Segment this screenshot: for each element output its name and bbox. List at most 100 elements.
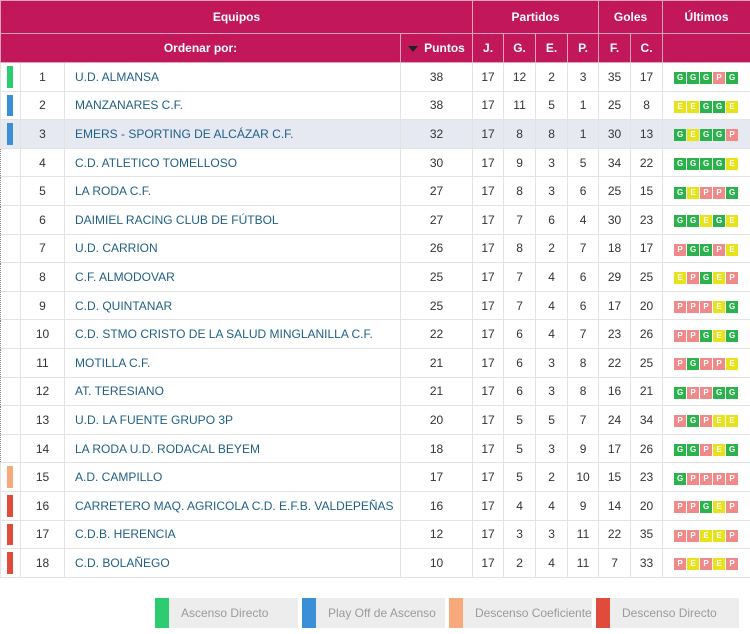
sort-puntos[interactable]: Puntos [399, 33, 474, 63]
header-e[interactable]: E. [535, 33, 569, 63]
team-row: 9 C.D. QUINTANAR 25 17 7 4 6 17 20 P P P E G [0, 290, 750, 321]
result-badge: G [674, 72, 687, 85]
header-f[interactable]: F. [598, 33, 632, 63]
stat-e: 4 [535, 548, 569, 578]
header-puntos[interactable]: Puntos [424, 41, 465, 55]
result-badge: E [713, 329, 726, 342]
stat-p: 8 [567, 376, 600, 407]
result-badge: G [687, 358, 700, 371]
stat-pts: 12 [399, 519, 474, 550]
team-name[interactable]: LA RODA C.F. [64, 176, 401, 206]
stat-f: 29 [598, 262, 632, 292]
team-name[interactable]: U.D. LA FUENTE GRUPO 3P [64, 405, 401, 435]
result-badge: G [674, 386, 687, 399]
legend-label: Descenso Directo [622, 606, 717, 620]
result-badge: G [674, 186, 687, 199]
result-badge: E [700, 529, 713, 542]
stat-pts: 21 [399, 376, 474, 407]
position: 17 [20, 519, 65, 550]
stat-e: 4 [535, 490, 569, 521]
team-name[interactable]: C.F. ALMODOVAR [64, 262, 401, 292]
team-name[interactable]: C.D. QUINTANAR [64, 290, 401, 321]
position: 2 [20, 90, 65, 121]
stat-pts: 10 [399, 548, 474, 578]
stat-j: 17 [472, 90, 505, 121]
team-name[interactable]: DAIMIEL RACING CLUB DE FÚTBOL [64, 204, 401, 235]
result-badge: P [713, 358, 726, 371]
team-name[interactable]: C.D. STMO CRISTO DE LA SALUD MINGLANILLA… [64, 319, 401, 349]
stat-j: 17 [472, 319, 505, 349]
result-badge: P [726, 272, 739, 285]
position: 9 [20, 290, 65, 321]
position: 8 [20, 262, 65, 292]
header-p[interactable]: P. [567, 33, 600, 63]
team-row: 17 C.D.B. HERENCIA 12 17 3 3 11 22 35 P P E E P [0, 519, 750, 550]
result-badge: G [713, 158, 726, 171]
result-badge: E [726, 158, 739, 171]
result-badge: G [726, 444, 739, 457]
result-badge: E [713, 272, 726, 285]
stat-p: 1 [567, 90, 600, 121]
result-badge: P [700, 444, 713, 457]
result-badge: G [687, 215, 700, 228]
stat-f: 24 [598, 405, 632, 435]
stat-p: 6 [567, 290, 600, 321]
result-badge: G [700, 501, 713, 514]
result-badge: G [700, 158, 713, 171]
zone-cell [0, 204, 21, 235]
result-badge: G [726, 329, 739, 342]
team-name[interactable]: CARRETERO MAQ. AGRICOLA C.D. E.F.B. VALD… [64, 490, 401, 521]
team-name[interactable]: C.D. ATLETICO TOMELLOSO [64, 147, 401, 178]
stat-c: 34 [630, 405, 664, 435]
stat-c: 20 [630, 290, 664, 321]
team-name[interactable]: U.D. ALMANSA [64, 62, 401, 92]
stat-f: 23 [598, 319, 632, 349]
header-g[interactable]: G. [503, 33, 537, 63]
legend-item: Descenso Coeficiente [449, 598, 592, 628]
stat-pts: 16 [399, 490, 474, 521]
stat-p: 7 [567, 233, 600, 264]
header-c[interactable]: C. [630, 33, 664, 63]
result-badge: G [674, 215, 687, 228]
result-badge: E [687, 129, 700, 142]
stat-j: 17 [472, 176, 505, 206]
header-partidos: Partidos [472, 0, 600, 34]
team-name[interactable]: EMERS - SPORTING DE ALCÁZAR C.F. [64, 119, 401, 149]
team-name[interactable]: C.D.B. HERENCIA [64, 519, 401, 550]
stat-pts: 30 [399, 147, 474, 178]
result-badge: P [700, 386, 713, 399]
result-badge: G [726, 386, 739, 399]
team-name[interactable]: U.D. CARRION [64, 233, 401, 264]
stat-f: 16 [598, 376, 632, 407]
team-name[interactable]: C.D. BOLAÑEGO [64, 548, 401, 578]
stat-e: 3 [535, 376, 569, 407]
team-name[interactable]: MANZANARES C.F. [64, 90, 401, 121]
team-name[interactable]: AT. TERESIANO [64, 376, 401, 407]
team-name[interactable]: A.D. CAMPILLO [64, 462, 401, 492]
result-badge: P [687, 501, 700, 514]
result-badge: P [726, 558, 739, 571]
header-j[interactable]: J. [472, 33, 505, 63]
team-row: 14 LA RODA U.D. RODACAL BEYEM 18 17 5 3 9 17 26 G… [0, 433, 750, 464]
stat-pts: 27 [399, 176, 474, 206]
stat-j: 17 [472, 519, 505, 550]
zone-cell [0, 290, 21, 321]
result-badge: P [726, 501, 739, 514]
zone-cell [0, 519, 21, 550]
team-row: 8 C.F. ALMODOVAR 25 17 7 4 6 29 25 E P G E P [0, 262, 750, 292]
result-badge: G [700, 72, 713, 85]
stat-pts: 25 [399, 262, 474, 292]
stat-j: 17 [472, 262, 505, 292]
team-row: 15 A.D. CAMPILLO 17 17 5 2 10 15 23 G P P P P [0, 462, 750, 492]
team-name[interactable]: MOTILLA C.F. [64, 347, 401, 378]
team-name[interactable]: LA RODA U.D. RODACAL BEYEM [64, 433, 401, 464]
stat-g: 3 [503, 519, 537, 550]
stat-p: 11 [567, 519, 600, 550]
position: 13 [20, 405, 65, 435]
